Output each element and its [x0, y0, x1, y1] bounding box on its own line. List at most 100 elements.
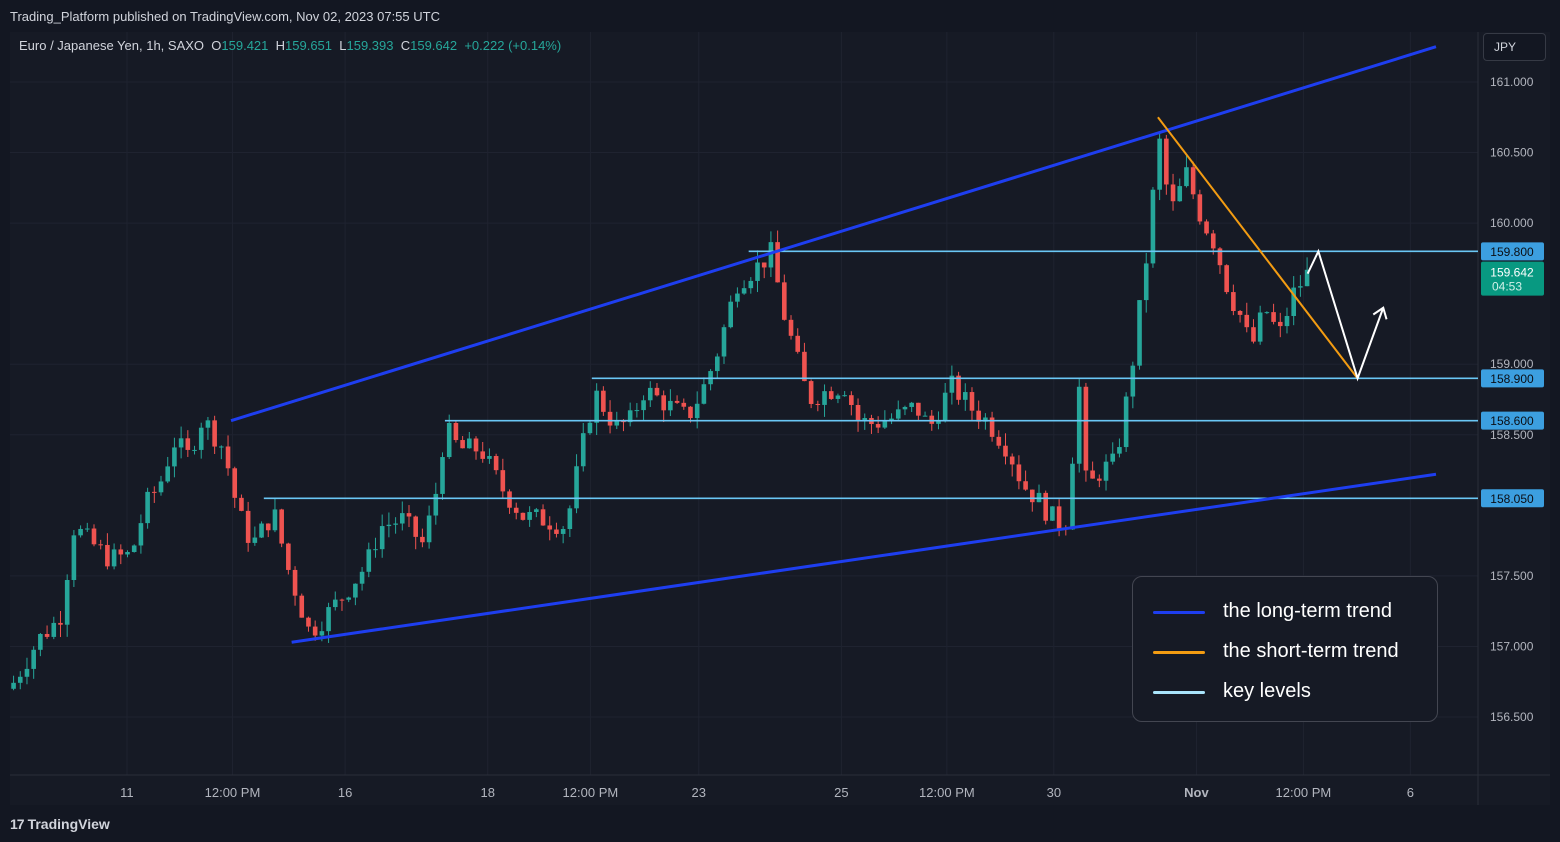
candle-body: [131, 545, 137, 553]
projection-arrow-head: [1372, 306, 1388, 320]
candle-body: [1244, 314, 1250, 328]
close-label: C: [400, 38, 411, 53]
candle-body: [71, 535, 77, 581]
axis-layer: 161.000 160.500 160.000 159.000 158.500 157.5…: [120, 75, 1544, 800]
candle-body: [406, 513, 412, 517]
candle-body: [574, 466, 579, 509]
candle-body: [1076, 386, 1082, 464]
candle-body: [1264, 312, 1270, 314]
candle-body: [145, 491, 150, 524]
candle-body: [1210, 233, 1216, 249]
candle-body: [728, 301, 734, 328]
current-price-tag: [1481, 261, 1544, 296]
candle-body: [1050, 506, 1055, 521]
candle-body: [312, 626, 318, 636]
candle-body: [513, 507, 519, 513]
x-tick-label: 30: [1047, 785, 1061, 800]
candle-body: [386, 524, 392, 527]
candle-body: [1110, 453, 1116, 462]
candle-body: [1056, 506, 1062, 529]
candle-body: [420, 536, 425, 543]
candle-body: [1043, 492, 1049, 521]
candle-body: [366, 549, 372, 572]
key-level-price-tag: [1481, 369, 1544, 388]
candle-body: [1298, 286, 1303, 288]
candle-body: [265, 523, 271, 531]
y-tick-label: 160.000: [1490, 216, 1534, 230]
candle-body: [1291, 287, 1296, 316]
candle-body: [118, 549, 124, 555]
candle-body: [440, 457, 445, 494]
y-tick-label: 161.000: [1490, 75, 1534, 89]
candle-body: [1137, 300, 1142, 366]
candle-body: [895, 409, 901, 419]
candle-body: [701, 384, 707, 404]
candle-body: [815, 403, 821, 405]
candle-body: [1257, 312, 1263, 342]
candle-body: [1009, 456, 1015, 465]
low-value: 159.393: [346, 38, 394, 53]
candle-body: [225, 446, 231, 469]
y-tick-label: 157.000: [1490, 639, 1534, 653]
legend-label: key levels: [1223, 680, 1311, 702]
candle-body: [212, 420, 217, 447]
legend-item-long-term: the long-term trend: [1153, 600, 1433, 624]
x-tick-label: 11: [120, 785, 134, 800]
candle-body: [64, 580, 70, 625]
key-level-price-tag: [1481, 489, 1544, 508]
candle-body: [1103, 461, 1109, 481]
candle-body: [983, 417, 988, 422]
candle-body: [198, 427, 204, 450]
candle-body: [835, 395, 841, 399]
candle-body: [1277, 321, 1283, 327]
candle-body: [493, 456, 499, 471]
candle-body: [902, 406, 908, 410]
candle-body: [795, 335, 801, 352]
candle-body: [453, 422, 459, 441]
candle-body: [681, 402, 687, 407]
high-label: H: [275, 38, 286, 53]
candle-body: [1190, 167, 1196, 195]
candle-body: [802, 351, 807, 382]
candle-body: [259, 523, 264, 538]
candle-body: [158, 481, 164, 493]
candle-body: [808, 381, 814, 404]
candle-body: [929, 415, 935, 424]
x-tick-label: 12:00 PM: [563, 785, 619, 800]
candle-body: [98, 544, 103, 546]
candle-body: [761, 262, 767, 268]
candle-body: [601, 390, 606, 412]
candle-body: [916, 402, 921, 416]
candle-body: [735, 293, 740, 302]
candle-body: [286, 543, 291, 570]
candle-body: [165, 466, 171, 482]
candle-body: [252, 537, 258, 543]
y-tick-label: 159.000: [1490, 357, 1534, 371]
candle-body: [1130, 365, 1136, 397]
candle-body: [299, 595, 305, 618]
x-tick-label: 6: [1407, 785, 1414, 800]
y-tick-label: 156.500: [1490, 710, 1534, 724]
candle-body: [1143, 263, 1149, 301]
key-level-price-label: 159.800: [1490, 245, 1534, 259]
candle-body: [1271, 312, 1276, 322]
candle-body: [359, 571, 365, 584]
candle-body: [426, 515, 432, 543]
projection-path: [1306, 248, 1385, 382]
publisher-bar: Trading_Platform published on TradingVie…: [0, 0, 1560, 32]
y-tick-label: 160.500: [1490, 146, 1534, 160]
candle-body: [460, 440, 465, 449]
candle-body: [205, 420, 211, 428]
candle-body: [668, 400, 673, 411]
tradingview-logo[interactable]: 17 TradingView: [10, 816, 110, 832]
candle-body: [782, 282, 787, 320]
candle-body: [534, 509, 539, 512]
currency-button[interactable]: JPY: [1483, 33, 1546, 61]
candle-body: [694, 403, 700, 419]
candle-body: [882, 421, 888, 428]
candle-body: [654, 387, 660, 396]
candle-body: [768, 242, 774, 268]
candle-body: [1217, 248, 1223, 266]
candle-body: [748, 280, 754, 289]
